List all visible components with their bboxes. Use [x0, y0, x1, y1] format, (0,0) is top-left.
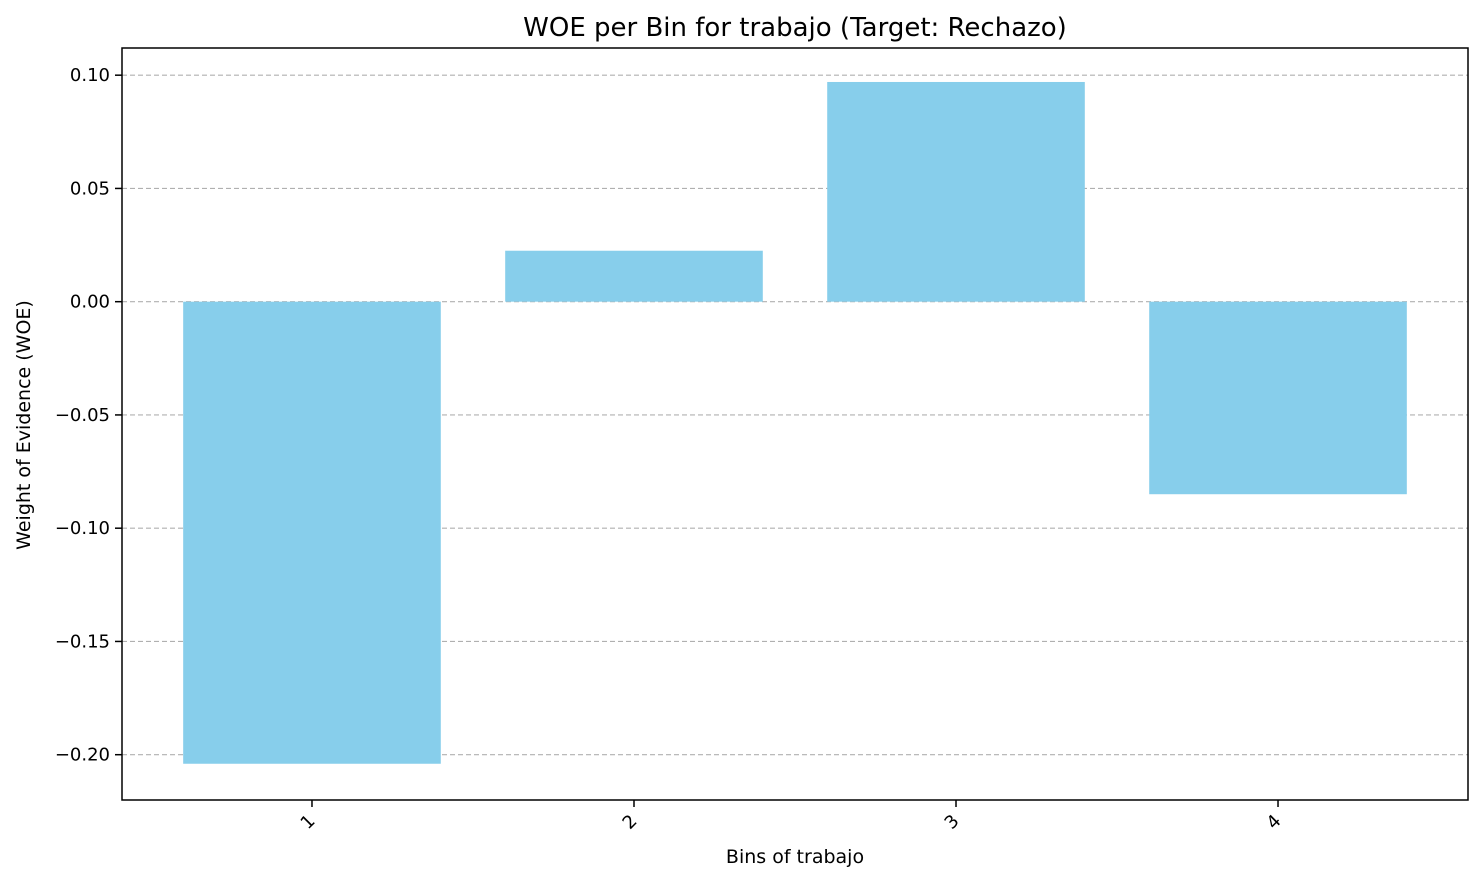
y-axis-ticks: 0.10 0.05 0.00 −0.05 −0.10 −0.15 −0.20: [55, 65, 122, 766]
y-tick-label: −0.05: [55, 405, 110, 426]
x-tick-label: 3: [941, 811, 964, 834]
bar-bin-3: [827, 81, 1085, 302]
y-tick-label: −0.20: [55, 745, 110, 766]
bar-bin-4: [1149, 301, 1407, 495]
x-axis-label: Bins of trabajo: [726, 846, 864, 868]
y-tick-label: 0.10: [70, 65, 110, 86]
y-tick-label: −0.10: [55, 518, 110, 539]
x-tick-label: 2: [619, 811, 642, 834]
x-tick-label: 4: [1263, 811, 1286, 834]
x-axis-ticks: 1 2 3 4: [297, 800, 1286, 834]
y-tick-label: 0.05: [70, 178, 110, 199]
chart-title: WOE per Bin for trabajo (Target: Rechazo…: [523, 13, 1067, 43]
bar-bin-1: [183, 301, 441, 764]
bar-bin-2: [505, 250, 763, 302]
plot-frame: [121, 47, 1469, 801]
x-tick-label: 1: [297, 811, 320, 834]
y-tick-label: −0.15: [55, 631, 110, 652]
y-tick-label: 0.00: [70, 292, 110, 313]
bars: [183, 81, 1407, 764]
y-axis-label: Weight of Evidence (WOE): [13, 300, 35, 550]
